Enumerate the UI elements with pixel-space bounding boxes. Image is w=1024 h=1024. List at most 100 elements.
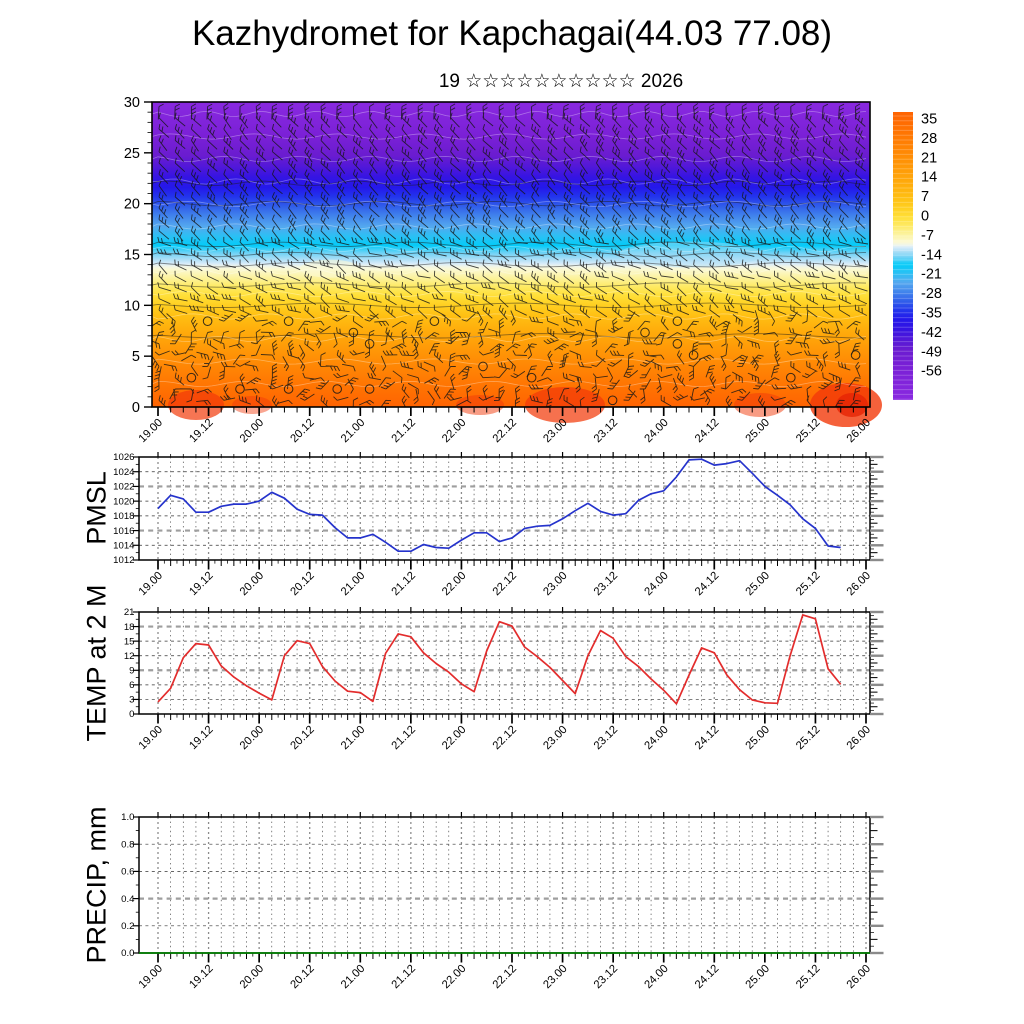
x-tick-label: 19.12	[187, 963, 215, 991]
x-tick-label: 21.00	[339, 417, 367, 445]
x-tick-label: 25.00	[744, 963, 772, 991]
x-tick-label: 22.12	[491, 963, 519, 991]
temperature-field	[152, 102, 870, 407]
temp-line	[157, 614, 842, 705]
x-tick-label: 19.00	[137, 570, 165, 598]
pmsl-line	[157, 458, 841, 553]
x-tick-label: 26.00	[845, 724, 873, 752]
date-subtitle: 19 ☆☆☆☆☆☆☆☆☆☆ 2026	[438, 71, 684, 92]
temp-ytick-label: 18	[124, 622, 135, 633]
x-tick-label: 25.12	[794, 570, 822, 598]
x-tick-label: 26.00	[845, 963, 873, 991]
precip-ytick-label: 0.8	[121, 839, 134, 850]
x-tick-label: 21.12	[390, 724, 418, 752]
colorbar-label: 0	[921, 209, 929, 225]
cross-section-ytick-label: 25	[124, 146, 140, 162]
x-tick-label: 24.12	[693, 963, 721, 991]
x-tick-label: 25.00	[744, 417, 772, 445]
pmsl-ytick-label: 1022	[113, 482, 134, 493]
colorbar-gradient	[893, 112, 913, 400]
x-tick-label: 19.00	[137, 724, 165, 752]
x-tick-label: 22.12	[491, 417, 519, 445]
x-tick-label: 23.12	[592, 417, 620, 445]
temp-ytick-label: 12	[124, 651, 135, 662]
precip-ytick-label: 0.0	[121, 948, 134, 959]
x-tick-label: 22.00	[440, 724, 468, 752]
pmsl-frame	[138, 456, 871, 561]
contour-line	[152, 262, 867, 268]
pmsl-ytick-label: 1024	[113, 467, 135, 478]
temp-panel: 21 18 15 12 9 6 3 019.00 19.12 20.00 20.12 21.00 21.…	[124, 607, 884, 752]
x-tick-label: 23.00	[541, 570, 569, 598]
precip-ytick-label: 0.2	[121, 921, 134, 932]
precip-ytick-label: 0.6	[121, 867, 134, 878]
pmsl-ytick-label: 1026	[113, 452, 134, 463]
colorbar-label: -35	[921, 306, 942, 322]
temp-ytick-label: 3	[129, 695, 134, 706]
x-tick-label: 25.12	[794, 417, 822, 445]
temp-ytick-label: 21	[124, 607, 135, 618]
pmsl-ytick-label: 1018	[113, 511, 134, 522]
x-tick-label: 23.00	[541, 724, 569, 752]
cross-section-ytick-label: 15	[124, 248, 140, 264]
colorbar-label: -14	[921, 247, 942, 263]
contour-line	[152, 251, 867, 258]
colorbar-label: 7	[921, 189, 929, 205]
cross-section-ytick-label: 5	[132, 349, 140, 365]
x-tick-label: 23.12	[592, 570, 620, 598]
pmsl-ytick-label: 1012	[113, 555, 134, 566]
temp-ytick-label: 9	[129, 665, 134, 676]
x-tick-label: 25.00	[744, 724, 772, 752]
x-tick-label: 19.12	[187, 570, 215, 598]
x-tick-label: 23.12	[592, 963, 620, 991]
x-tick-label: 21.12	[390, 417, 418, 445]
x-tick-label: 21.12	[390, 963, 418, 991]
x-tick-label: 21.12	[390, 570, 418, 598]
x-tick-label: 24.12	[693, 417, 721, 445]
x-tick-label: 25.12	[794, 963, 822, 991]
x-tick-label: 19.12	[187, 724, 215, 752]
x-tick-label: 24.00	[642, 724, 670, 752]
x-tick-label: 24.00	[642, 570, 670, 598]
precip-ytick-label: 0.4	[121, 894, 135, 905]
x-tick-label: 19.00	[137, 417, 165, 445]
colorbar-label: -21	[921, 267, 942, 283]
colorbar-label: 14	[921, 170, 937, 186]
x-tick-label: 23.12	[592, 724, 620, 752]
colorbar-label: 21	[921, 150, 937, 166]
wind-barbs	[152, 103, 869, 407]
temperature-colorbar: 35 28 21 14 7 0 -7 -14 -21 -28 -35 -42 -49 -56	[893, 112, 942, 400]
colorbar-label: -49	[921, 344, 942, 360]
x-tick-label: 20.12	[288, 417, 316, 445]
x-tick-label: 22.00	[440, 570, 468, 598]
x-tick-label: 19.12	[187, 417, 215, 445]
x-tick-label: 20.12	[288, 724, 316, 752]
x-tick-label: 22.12	[491, 570, 519, 598]
colorbar-label: -28	[921, 286, 942, 302]
pmsl-ytick-label: 1020	[113, 496, 134, 507]
calm-wind-circles	[186, 316, 861, 406]
x-tick-label: 20.12	[288, 963, 316, 991]
colorbar-label: -42	[921, 325, 942, 341]
x-tick-label: 22.00	[440, 417, 468, 445]
contour-line	[152, 302, 867, 308]
x-tick-label: 20.00	[238, 570, 266, 598]
x-tick-label: 24.00	[642, 417, 670, 445]
temp-ytick-label: 15	[124, 636, 135, 647]
x-tick-label: 20.00	[238, 724, 266, 752]
x-tick-label: 24.12	[693, 724, 721, 752]
x-tick-label: 22.00	[440, 963, 468, 991]
x-tick-label: 21.00	[339, 570, 367, 598]
x-tick-label: 20.12	[288, 570, 316, 598]
x-tick-label: 21.00	[339, 963, 367, 991]
contour-line	[152, 201, 867, 207]
colorbar-label: -7	[921, 228, 934, 244]
precip-panel: 1.0 0.8 0.6 0.4 0.2 0.019.00 19.12 20.00 20.12 21…	[121, 812, 884, 991]
temp-ytick-label: 6	[129, 680, 134, 691]
cross-section-ytick-label: 30	[124, 95, 140, 111]
cross-section-ytick-label: 10	[124, 298, 140, 314]
contour-line	[152, 241, 866, 247]
